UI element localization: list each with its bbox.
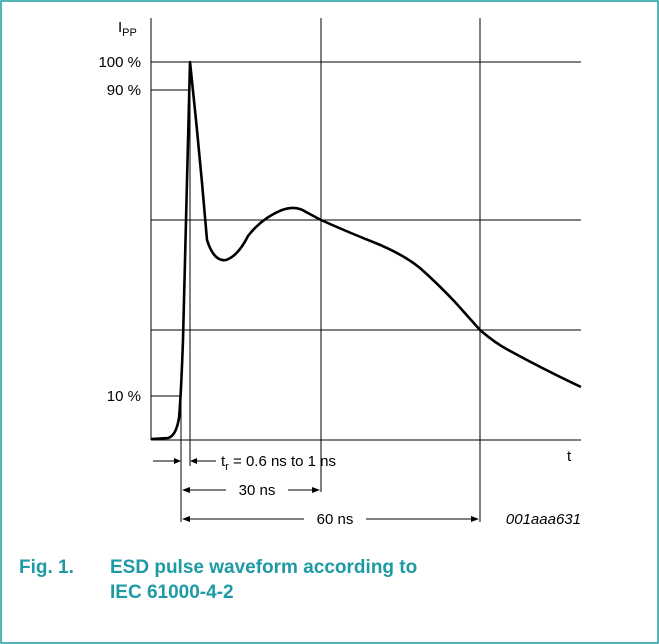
rise-arrowhead-left	[174, 458, 181, 464]
y-axis-label: IPP	[118, 19, 137, 39]
level-label-90: 90 %	[107, 82, 141, 99]
caption-number: Fig. 1.	[19, 557, 74, 578]
span-30ns-label: 30 ns	[239, 482, 276, 499]
caption-line-1: ESD pulse waveform according to	[110, 557, 418, 578]
span-30ns-arrowhead-left	[182, 487, 190, 493]
span-30ns-arrowhead-right	[312, 487, 320, 493]
rise-time-label: tr = 0.6 ns to 1 ns	[221, 453, 336, 473]
x-axis-label: t	[567, 448, 572, 465]
span-60ns-arrowhead-left	[182, 516, 190, 522]
caption-line-2: IEC 61000-4-2	[110, 582, 234, 603]
level-label-100: 100 %	[98, 54, 141, 71]
span-60ns-label: 60 ns	[317, 511, 354, 528]
figure-code: 001aaa631	[506, 511, 581, 528]
level-label-10: 10 %	[107, 388, 141, 405]
esd-waveform-curve	[150, 60, 582, 441]
span-60ns-arrowhead-right	[471, 516, 479, 522]
rise-arrowhead-right	[190, 458, 197, 464]
